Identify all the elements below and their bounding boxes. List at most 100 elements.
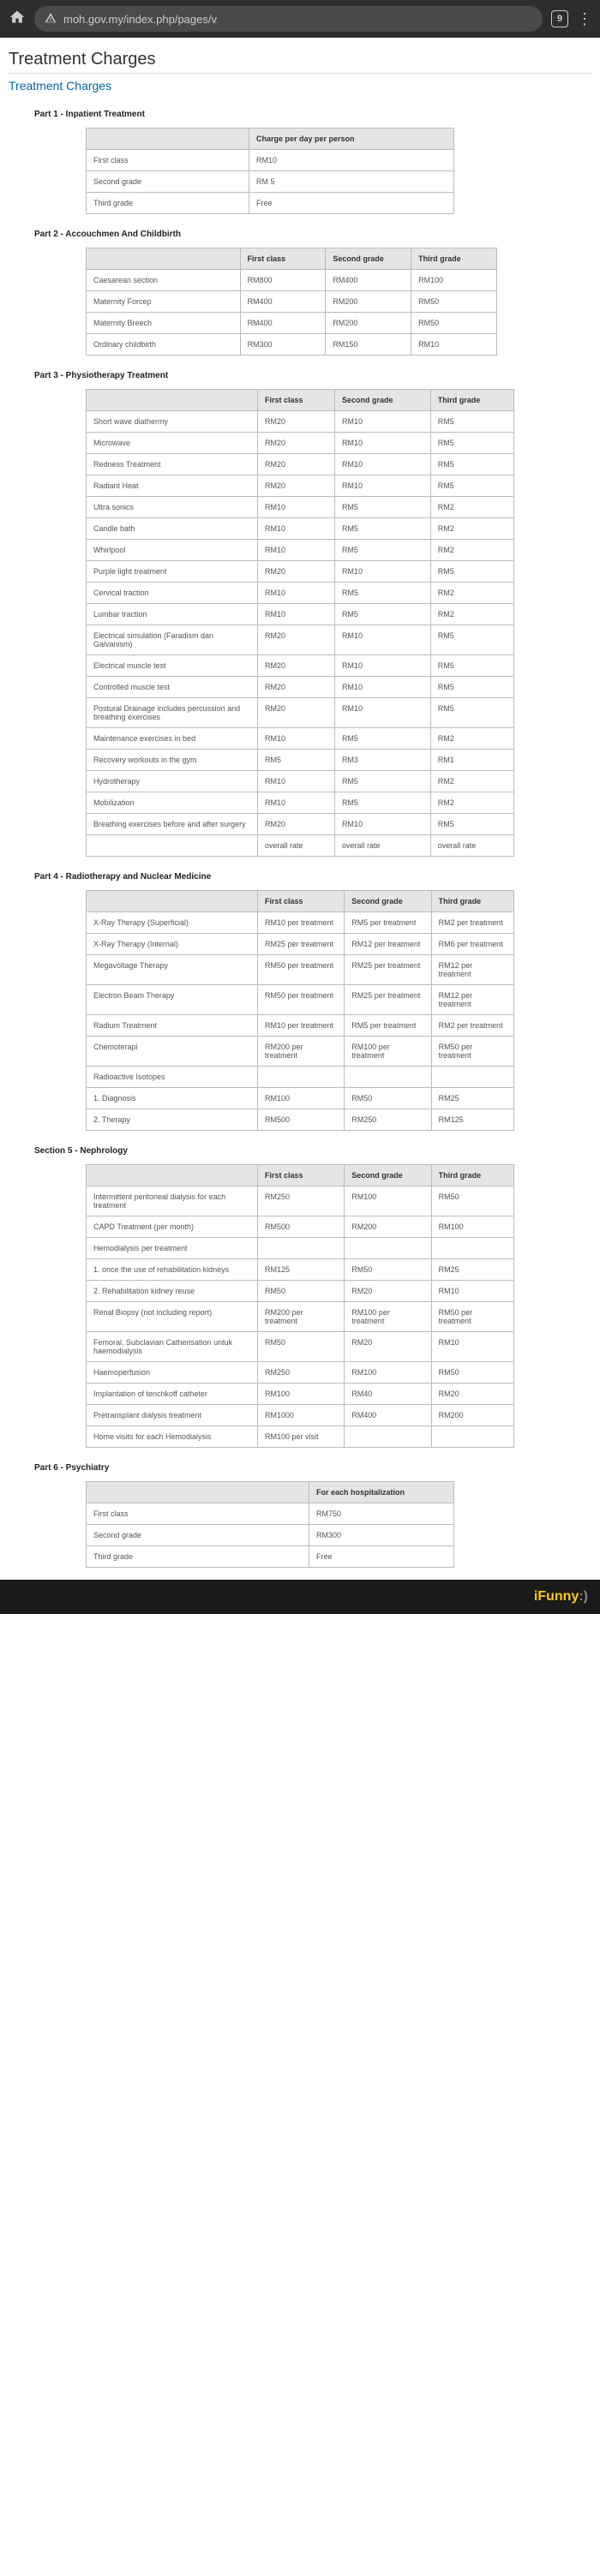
table-cell: RM5 [334, 604, 430, 625]
table-cell: RM1 [430, 750, 513, 771]
table-cell: 1. once the use of rehabilitation kidney… [87, 1259, 258, 1281]
part2-table: First classSecond gradeThird gradeCaesar… [86, 248, 497, 356]
page-content: Treatment Charges Treatment Charges Part… [0, 38, 600, 1580]
table-cell: RM25 per treatment [345, 985, 431, 1015]
table-cell: Second grade [87, 171, 249, 193]
part6-table: For each hospitalization First classRM75… [86, 1481, 454, 1568]
table-header: Third grade [431, 1165, 513, 1186]
table-cell: RM 5 [249, 171, 454, 193]
table-cell: RM100 per treatment [345, 1302, 431, 1332]
table-cell: RM40 [345, 1384, 431, 1405]
table-cell: RM300 [309, 1525, 454, 1546]
table-cell: RM50 [411, 291, 497, 313]
table-cell: RM5 [430, 561, 513, 583]
table-cell: RM10 [334, 814, 430, 835]
table-cell: RM50 per treatment [258, 955, 345, 985]
table-cell: RM2 per treatment [431, 1015, 513, 1037]
table-cell: RM100 [411, 270, 497, 291]
table-header: Second grade [326, 248, 411, 270]
table-cell: 1. Diagnosis [87, 1088, 258, 1109]
table-cell: Free [249, 193, 454, 214]
table-cell: RM250 [258, 1362, 345, 1384]
table-cell: Redness Treatment [87, 454, 258, 475]
table-cell: RM200 [326, 313, 411, 334]
tab-count[interactable]: 9 [551, 10, 568, 27]
table-cell: RM50 per treatment [258, 985, 345, 1015]
table-cell: Postural Drainage includes percussion an… [87, 698, 258, 728]
table-header: First class [258, 1165, 345, 1186]
table-cell: RM5 [334, 497, 430, 518]
table-cell: X-Ray Therapy (Superficial) [87, 912, 258, 934]
table-cell: RM20 [258, 475, 335, 497]
p6-header: For each hospitalization [309, 1482, 454, 1503]
table-cell [345, 1426, 431, 1448]
url-bar[interactable]: moh.gov.my/index.php/pages/v [34, 6, 543, 32]
table-cell: RM750 [309, 1503, 454, 1525]
table-cell: Radioactive Isotopes [87, 1067, 258, 1088]
table-cell: RM2 [430, 792, 513, 814]
warning-icon [45, 12, 57, 27]
part4-table: First classSecond gradeThird gradeX-Ray … [86, 890, 514, 1131]
table-cell: RM5 [430, 677, 513, 698]
table-cell: RM20 [258, 625, 335, 655]
table-cell: RM300 [240, 334, 326, 356]
table-cell: RM10 per treatment [258, 912, 345, 934]
table-cell: RM10 [411, 334, 497, 356]
part3-table: First classSecond gradeThird gradeShort … [86, 389, 514, 857]
table-cell: Hemodialysis per treatment [87, 1238, 258, 1259]
table-cell: Femoral. Subclavian Catherisation untuk … [87, 1332, 258, 1362]
part3-title: Part 3 - Physiotherapy Treatment [34, 371, 591, 380]
table-cell: RM1000 [258, 1405, 345, 1426]
table-cell: RM50 [345, 1259, 431, 1281]
table-cell: RM100 per treatment [345, 1037, 431, 1067]
table-cell: RM10 [334, 433, 430, 454]
table-cell: RM125 [431, 1109, 513, 1131]
table-cell: First class [87, 1503, 309, 1525]
table-cell: RM500 [258, 1109, 345, 1131]
table-cell: Cervical traction [87, 583, 258, 604]
table-cell: RM20 [431, 1384, 513, 1405]
part2-title: Part 2 - Accouchmen And Childbirth [34, 230, 591, 239]
table-cell: overall rate [430, 835, 513, 857]
table-cell: Maintenance exercises in bed [87, 728, 258, 750]
table-cell: RM5 per treatment [345, 1015, 431, 1037]
table-cell: RM20 [345, 1332, 431, 1362]
table-cell: RM400 [345, 1405, 431, 1426]
table-cell: RM50 [431, 1362, 513, 1384]
table-cell: RM20 [258, 677, 335, 698]
table-cell: RM5 [334, 771, 430, 792]
table-cell: RM10 [258, 728, 335, 750]
table-cell: RM10 per treatment [258, 1015, 345, 1037]
table-cell: RM10 [334, 698, 430, 728]
browser-bar: moh.gov.my/index.php/pages/v 9 ⋮ [0, 0, 600, 38]
table-cell: RM2 [430, 518, 513, 540]
table-cell: Purple light treatment [87, 561, 258, 583]
table-cell: RM20 [258, 655, 335, 677]
page-title: Treatment Charges [9, 50, 591, 69]
table-cell: CAPD Treatment (per month) [87, 1216, 258, 1238]
table-cell: RM250 [345, 1109, 431, 1131]
home-icon[interactable] [9, 9, 26, 30]
table-cell: RM3 [334, 750, 430, 771]
table-cell: RM20 [258, 433, 335, 454]
table-cell: Maternity Forcep [87, 291, 241, 313]
table-cell: RM12 per treatment [345, 934, 431, 955]
table-cell: RM10 [258, 792, 335, 814]
table-header: Second grade [334, 390, 430, 411]
table-cell [431, 1238, 513, 1259]
table-cell: RM200 [431, 1405, 513, 1426]
table-cell: Third grade [87, 1546, 309, 1568]
table-cell: RM100 [258, 1384, 345, 1405]
table-cell: RM200 [326, 291, 411, 313]
table-cell: RM10 [258, 604, 335, 625]
table-cell: Mobilization [87, 792, 258, 814]
table-cell: RM10 [431, 1332, 513, 1362]
p1-header: Charge per day per person [249, 129, 454, 150]
menu-icon[interactable]: ⋮ [577, 10, 591, 28]
table-cell: RM100 [345, 1362, 431, 1384]
table-cell: RM10 [334, 454, 430, 475]
table-cell: Electrical muscle test [87, 655, 258, 677]
table-cell: RM5 [430, 433, 513, 454]
table-cell: RM400 [326, 270, 411, 291]
table-cell: RM5 [430, 625, 513, 655]
